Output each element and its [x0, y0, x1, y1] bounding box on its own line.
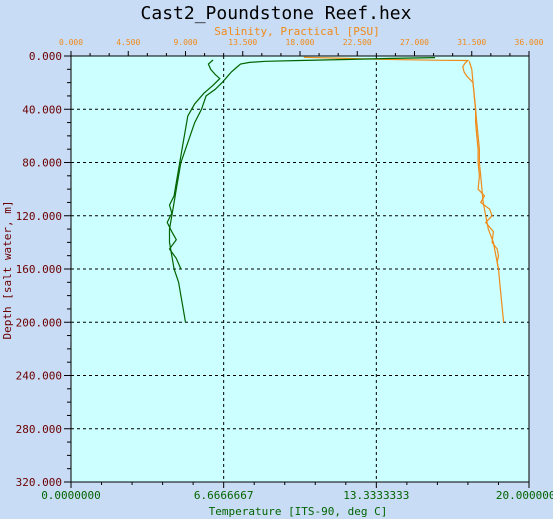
salinity-tick-label: 9.000: [173, 38, 197, 47]
temperature-tick-label: 0.0000000: [41, 489, 101, 502]
salinity-tick-label: 18.000: [286, 38, 315, 47]
temperature-tick-label: 13.3333333: [343, 489, 409, 502]
temperature-tick-label: 20.0000000: [496, 489, 553, 502]
salinity-tick-label: 27.000: [400, 38, 429, 47]
salinity-tick-label: 31.500: [457, 38, 486, 47]
temperature-axis-label: Temperature [ITS-90, deg C]: [209, 505, 388, 518]
depth-tick-label: 0.000: [29, 50, 62, 63]
depth-tick-label: 280.000: [16, 423, 62, 436]
temperature-series-4: [166, 59, 221, 270]
depth-tick-label: 200.000: [16, 316, 62, 329]
salinity-tick-label: 0.000: [59, 38, 83, 47]
salinity-series-1: [303, 56, 505, 323]
series-layer: [166, 56, 505, 323]
salinity-tick-label: 36.000: [515, 38, 544, 47]
salinity-tick-label: 22.500: [343, 38, 372, 47]
salinity-tick-label: 4.500: [116, 38, 140, 47]
depth-tick-label: 240.000: [16, 370, 62, 383]
salinity-axis-label: Salinity, Practical [PSU]: [214, 25, 380, 38]
temperature-tick-label: 6.6666667: [194, 489, 254, 502]
axes: [64, 51, 530, 488]
depth-tick-label: 160.000: [16, 263, 62, 276]
depth-tick-label: 40.000: [22, 103, 62, 116]
depth-tick-label: 120.000: [16, 210, 62, 223]
depth-tick-label: 320.000: [16, 476, 62, 489]
salinity-tick-label: 13.500: [228, 38, 257, 47]
depth-axis-label: Depth [salt water, m]: [1, 200, 14, 339]
depth-tick-label: 80.000: [22, 157, 62, 170]
salinity-series-2: [468, 61, 500, 270]
temperature-series-3: [168, 57, 436, 323]
chart-title: Cast2_Poundstone Reef.hex: [141, 3, 412, 24]
grid-lines: [71, 56, 529, 482]
